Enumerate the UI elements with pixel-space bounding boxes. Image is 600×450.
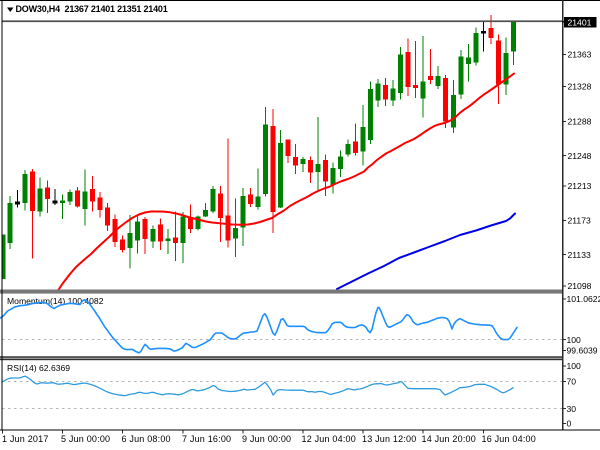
svg-text:100: 100 [567,361,582,371]
svg-text:9 Jun 00:00: 9 Jun 00:00 [242,434,291,444]
svg-text:21213: 21213 [568,181,592,191]
svg-text:14 Jun 20:00: 14 Jun 20:00 [422,434,476,444]
svg-text:101.0622: 101.0622 [567,294,600,304]
svg-text:21133: 21133 [568,250,591,260]
svg-text:RSI(14) 62.6369: RSI(14) 62.6369 [7,363,70,373]
svg-text:1 Jun 2017: 1 Jun 2017 [2,434,49,444]
svg-text:21328: 21328 [568,81,592,91]
svg-text:13 Jun 12:00: 13 Jun 12:00 [362,434,416,444]
svg-text:21248: 21248 [568,151,592,161]
svg-text:6 Jun 08:00: 6 Jun 08:00 [122,434,171,444]
svg-text:21173: 21173 [568,215,591,225]
svg-text:DOW30,H4 21367 21401 21351 21: DOW30,H4 21367 21401 21351 21401 [16,4,168,14]
svg-text:16 Jun 04:00: 16 Jun 04:00 [482,434,536,444]
svg-text:70: 70 [567,377,577,387]
svg-text:100: 100 [567,335,582,345]
svg-text:21288: 21288 [568,116,592,126]
svg-text:7 Jun 16:00: 7 Jun 16:00 [182,434,231,444]
svg-text:0: 0 [567,419,572,429]
svg-text:21098: 21098 [568,281,592,291]
svg-text:Momentum(14) 100.4082: Momentum(14) 100.4082 [7,296,104,306]
svg-text:99.6039: 99.6039 [567,346,598,356]
svg-text:21363: 21363 [568,50,592,60]
svg-text:5 Jun 00:00: 5 Jun 00:00 [61,434,110,444]
svg-text:30: 30 [567,404,577,414]
svg-text:12 Jun 04:00: 12 Jun 04:00 [302,434,356,444]
svg-text:21401: 21401 [568,17,592,27]
